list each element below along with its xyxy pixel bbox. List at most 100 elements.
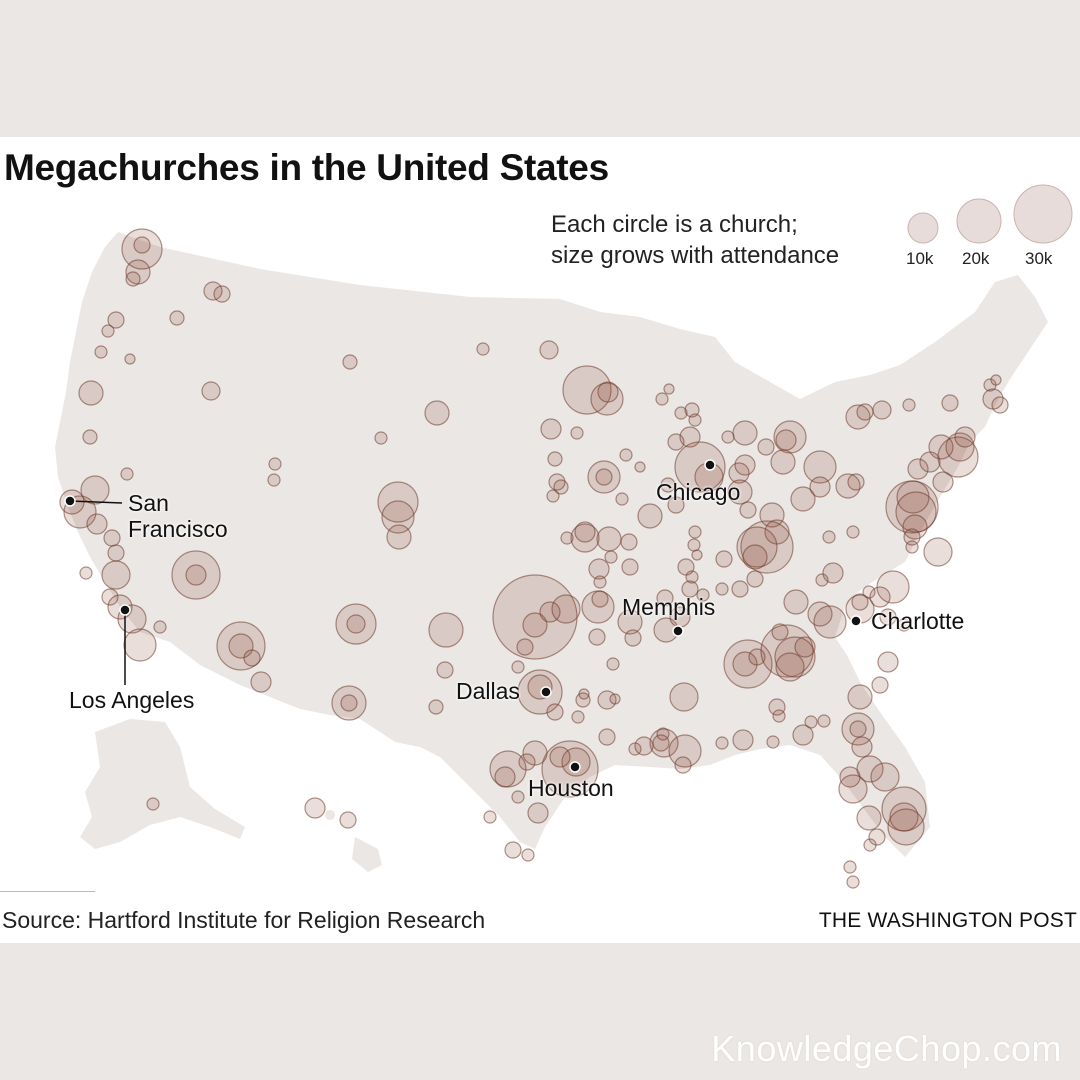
city-label-memphis: Memphis <box>622 594 716 620</box>
city-label-los-angeles: Los Angeles <box>69 687 195 713</box>
church-circle <box>660 477 676 493</box>
church-circle <box>339 811 357 829</box>
church-circle <box>527 802 549 824</box>
church-circle <box>94 345 108 359</box>
legend-circle-30k <box>1013 184 1073 244</box>
church-circle <box>346 614 366 634</box>
legend-description: Each circle is a church; size grows with… <box>551 209 839 271</box>
map-title: Megachurches in the United States <box>4 147 609 188</box>
church-circle <box>734 454 756 476</box>
church-circle <box>615 492 629 506</box>
watermark: KnowledgeChop.com <box>711 1028 1062 1069</box>
church-circle <box>476 342 490 356</box>
los-angeles-dot <box>119 604 131 616</box>
legend-circle-10k <box>907 212 939 244</box>
church-circle <box>428 699 444 715</box>
legend-label-10k: 10k <box>906 249 934 268</box>
church-circle <box>907 458 929 480</box>
church-circle <box>863 838 877 852</box>
church-circle <box>540 418 562 440</box>
us-map <box>55 184 1073 889</box>
church-circle <box>656 727 670 741</box>
church-circle <box>101 324 115 338</box>
church-circle <box>794 636 816 658</box>
legend-line-1: Each circle is a church; <box>551 211 798 238</box>
church-circle <box>634 461 646 473</box>
church-circle <box>381 500 415 534</box>
church-circle <box>715 550 733 568</box>
alaska-land <box>80 719 245 849</box>
church-circle <box>843 860 857 874</box>
church-circle <box>846 875 860 889</box>
church-circle <box>775 652 805 682</box>
church-circle <box>887 808 925 846</box>
church-circle <box>652 734 670 752</box>
church-circle <box>606 657 620 671</box>
church-circle <box>897 618 911 632</box>
church-circle <box>681 580 699 598</box>
church-circle <box>685 570 699 584</box>
church-circle <box>809 476 831 498</box>
church-circle <box>822 530 836 544</box>
church-circle <box>374 431 388 445</box>
church-circle <box>562 365 612 415</box>
church-circle <box>721 430 735 444</box>
church-circle <box>436 661 454 679</box>
city-label-dallas: Dallas <box>456 678 520 704</box>
church-circle <box>838 774 868 804</box>
church-circle <box>597 381 619 403</box>
church-circle <box>783 589 809 615</box>
church-circle <box>548 473 566 491</box>
church-circle <box>103 529 121 547</box>
source-divider <box>0 891 95 892</box>
church-circle <box>732 729 754 751</box>
church-circle <box>120 467 134 481</box>
legend-label-30k: 30k <box>1025 249 1053 268</box>
church-circle <box>551 594 581 624</box>
church-circle <box>902 398 916 412</box>
chicago-dot <box>704 459 716 471</box>
church-circle <box>560 531 574 545</box>
church-circle <box>990 374 1002 386</box>
church-circle <box>595 468 613 486</box>
church-circle <box>609 693 621 705</box>
church-circle <box>121 228 163 270</box>
church-circle <box>101 588 119 606</box>
church-circle <box>941 394 959 412</box>
church-circle <box>570 523 600 553</box>
church-circle <box>621 558 639 576</box>
city-label-francisco: Francisco <box>128 516 228 542</box>
church-circle <box>815 573 829 587</box>
church-circle <box>723 639 773 689</box>
church-circle <box>771 623 789 641</box>
church-circle <box>588 628 606 646</box>
church-circle <box>504 841 522 859</box>
church-circle <box>856 805 882 831</box>
church-circle <box>511 660 525 674</box>
church-circles <box>59 228 1009 889</box>
church-circle <box>696 588 710 602</box>
church-circle <box>342 354 358 370</box>
church-circle <box>598 728 616 746</box>
church-circle <box>153 620 167 634</box>
church-circle <box>817 714 831 728</box>
church-circle <box>773 420 807 454</box>
church-circle <box>82 429 98 445</box>
church-circle <box>587 460 621 494</box>
church-circle <box>169 310 185 326</box>
church-circle <box>813 605 847 639</box>
church-circle <box>216 621 266 671</box>
dallas-dot <box>540 686 552 698</box>
church-circle <box>871 676 889 694</box>
church-circle <box>856 403 874 421</box>
church-circle <box>546 489 560 503</box>
church-circle <box>267 473 281 487</box>
church-circle <box>340 694 358 712</box>
church-circle <box>846 525 860 539</box>
church-circle <box>335 603 377 645</box>
church-circle <box>727 479 753 505</box>
church-circle <box>521 848 535 862</box>
church-circle <box>591 590 609 608</box>
legend-label-20k: 20k <box>962 249 990 268</box>
church-circle <box>879 608 897 626</box>
